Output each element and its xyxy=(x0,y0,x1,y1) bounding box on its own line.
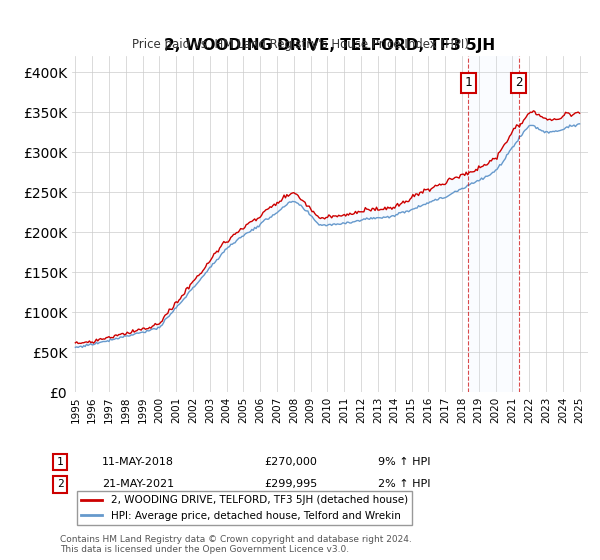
Text: £299,995: £299,995 xyxy=(264,479,317,489)
Text: £270,000: £270,000 xyxy=(264,457,317,467)
Text: 21-MAY-2021: 21-MAY-2021 xyxy=(102,479,174,489)
Bar xyxy=(468,56,518,392)
Text: 9% ↑ HPI: 9% ↑ HPI xyxy=(378,457,431,467)
Title: 2, WOODING DRIVE, TELFORD, TF3 5JH: 2, WOODING DRIVE, TELFORD, TF3 5JH xyxy=(164,39,496,53)
Text: 11-MAY-2018: 11-MAY-2018 xyxy=(102,457,174,467)
Text: Price paid vs. HM Land Registry's House Price Index (HPI): Price paid vs. HM Land Registry's House … xyxy=(131,38,469,50)
Text: 2% ↑ HPI: 2% ↑ HPI xyxy=(378,479,431,489)
Text: 1: 1 xyxy=(464,76,472,90)
Legend: 2, WOODING DRIVE, TELFORD, TF3 5JH (detached house), HPI: Average price, detache: 2, WOODING DRIVE, TELFORD, TF3 5JH (deta… xyxy=(77,491,412,525)
Text: 1: 1 xyxy=(56,457,64,467)
Text: 2: 2 xyxy=(56,479,64,489)
Text: 2: 2 xyxy=(515,76,523,90)
Text: Contains HM Land Registry data © Crown copyright and database right 2024.
This d: Contains HM Land Registry data © Crown c… xyxy=(60,535,412,554)
